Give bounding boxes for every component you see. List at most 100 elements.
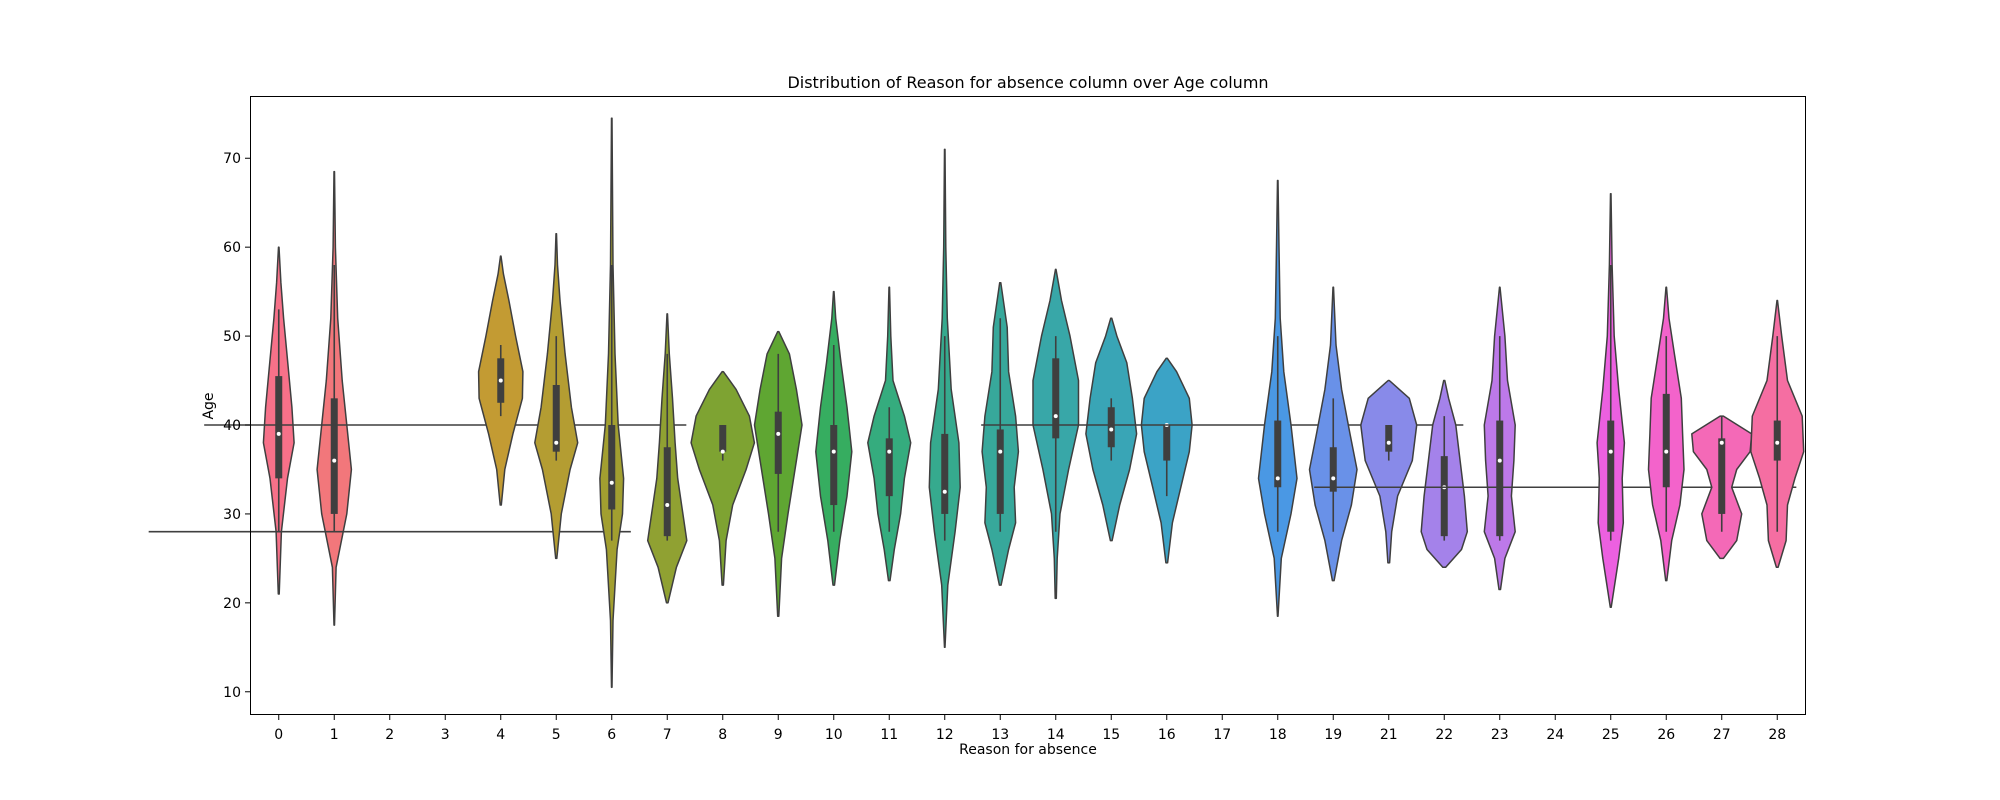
violin-median-dot	[998, 449, 1003, 454]
violin-median-dot	[1497, 458, 1502, 463]
x-tick-label: 14	[1047, 727, 1065, 743]
x-tick-label: 12	[936, 727, 954, 743]
violin-median-dot	[1275, 476, 1280, 481]
x-tick-label: 15	[1102, 727, 1120, 743]
violin-iqr-box	[1274, 420, 1282, 488]
violin-iqr-box	[719, 425, 727, 452]
x-tick-label: 24	[1546, 727, 1564, 743]
violin-median-dot	[276, 431, 281, 436]
x-tick-label: 23	[1491, 727, 1509, 743]
violin-iqr-box	[774, 411, 782, 474]
violin-iqr-box	[830, 425, 838, 506]
chart-title: Distribution of Reason for absence colum…	[787, 73, 1268, 92]
violin-median-dot	[1775, 440, 1780, 445]
violin-28	[1750, 299, 1805, 569]
x-tick-label: 18	[1269, 727, 1287, 743]
violin-layer	[148, 117, 1805, 689]
violin-10	[815, 290, 853, 586]
violin-4	[477, 255, 524, 506]
x-tick-label: 10	[825, 727, 843, 743]
x-tick-label: 1	[330, 727, 339, 743]
x-tick-label: 28	[1768, 727, 1786, 743]
x-tick-label: 9	[774, 727, 783, 743]
x-tick-label: 2	[385, 727, 394, 743]
x-tick-label: 5	[552, 727, 561, 743]
violin-13	[981, 281, 1020, 586]
violin-median-dot	[887, 449, 892, 454]
violin-11	[867, 286, 912, 582]
x-tick-label: 13	[991, 727, 1009, 743]
violin-iqr-box	[275, 376, 283, 479]
x-tick-label: 11	[880, 727, 898, 743]
violin-iqr-box	[1163, 425, 1171, 461]
violin-9	[753, 330, 803, 617]
violin-median-dot	[609, 480, 614, 485]
violin-7	[646, 313, 688, 604]
y-axis-label: Age	[201, 392, 217, 419]
y-tick-label: 30	[223, 507, 241, 523]
x-tick-label: 16	[1158, 727, 1176, 743]
violin-iqr-box	[1607, 420, 1615, 532]
violin-iqr-box	[1385, 425, 1393, 452]
violin-median-dot	[831, 449, 836, 454]
x-axis: 0 1 2 3 4 5 6 7 8 9 10 11 12 13 14 15 16 17 18 19 21 22 23 24 25…	[274, 714, 1786, 743]
x-tick-label: 26	[1657, 727, 1675, 743]
violin-median-dot	[665, 503, 670, 508]
violin-14	[1032, 268, 1080, 600]
violin-6	[599, 117, 625, 689]
y-tick-label: 60	[223, 240, 241, 256]
violin-median-dot	[1053, 414, 1058, 419]
x-tick-label: 0	[274, 727, 283, 743]
violin-median-dot	[776, 431, 781, 436]
violin-iqr-box	[1496, 420, 1504, 537]
violin-26	[1647, 286, 1685, 582]
violin-1	[316, 170, 353, 626]
x-tick-label: 22	[1435, 727, 1453, 743]
plot-frame	[250, 96, 1806, 715]
violin-27	[1691, 415, 1753, 560]
x-tick-label: 25	[1602, 727, 1620, 743]
violin-15	[1085, 317, 1138, 542]
y-axis: 10 20 30 40 50 60 70	[223, 151, 251, 701]
y-tick-label: 20	[223, 596, 241, 612]
violin-iqr-box	[608, 425, 616, 510]
violin-median-dot	[1386, 440, 1391, 445]
x-tick-label: 19	[1324, 727, 1342, 743]
violin-body	[1360, 379, 1418, 564]
x-tick-label: 3	[441, 727, 450, 743]
violin-median-dot	[1331, 476, 1336, 481]
violin-median-dot	[720, 449, 725, 454]
violin-median-dot	[332, 458, 337, 463]
x-tick-label: 4	[496, 727, 505, 743]
y-tick-label: 70	[223, 151, 241, 167]
violin-16	[1140, 357, 1193, 564]
violin-iqr-box	[1052, 358, 1060, 439]
violin-body	[690, 370, 756, 586]
x-tick-label: 27	[1713, 727, 1731, 743]
violin-23	[1483, 286, 1516, 591]
violin-median-dot	[1664, 449, 1669, 454]
violin-22	[1420, 379, 1469, 569]
y-tick-label: 10	[223, 685, 241, 701]
violin-median-dot	[1608, 449, 1613, 454]
violin-19	[1308, 286, 1358, 582]
violin-median-dot	[554, 440, 559, 445]
x-tick-label: 6	[607, 727, 616, 743]
violin-median-dot	[942, 489, 947, 494]
y-tick-label: 40	[223, 418, 241, 434]
violin-iqr-box	[1662, 393, 1670, 488]
x-tick-label: 8	[718, 727, 727, 743]
violin-iqr-box	[552, 384, 560, 452]
violin-5	[534, 233, 579, 560]
violin-8	[690, 370, 756, 586]
x-tick-label: 7	[663, 727, 672, 743]
violin-iqr-box	[1329, 447, 1337, 492]
violin-median-dot	[1719, 440, 1724, 445]
violin-median-dot	[1109, 427, 1114, 432]
violin-iqr-box	[996, 429, 1004, 514]
violin-21	[1360, 379, 1418, 564]
violin-25	[1596, 193, 1626, 609]
x-axis-label: Reason for absence	[959, 742, 1097, 758]
violin-iqr-box	[941, 433, 949, 514]
